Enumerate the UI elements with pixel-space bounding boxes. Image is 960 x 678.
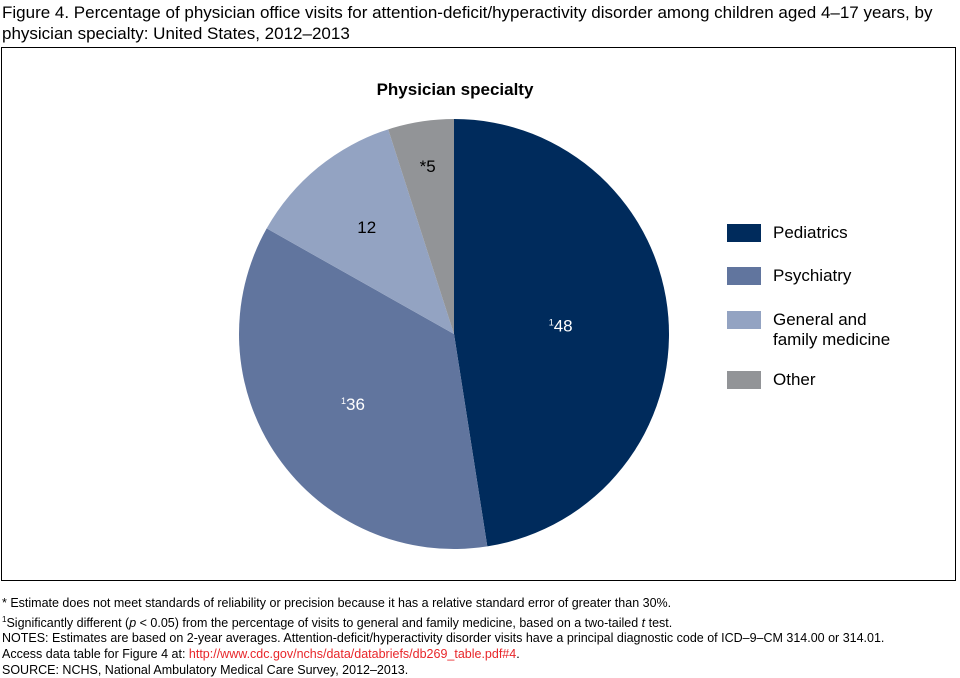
footnote-text: < 0.05) from the percentage of visits to… xyxy=(136,615,642,630)
footnote-notes: NOTES: Estimates are based on 2-year ave… xyxy=(2,631,885,646)
footnote-text: Significantly different ( xyxy=(6,615,130,630)
legend-label: Psychiatry xyxy=(773,266,852,285)
legend-swatch-general xyxy=(727,311,761,329)
legend-swatch-other xyxy=(727,371,761,389)
footnote-p: p xyxy=(129,615,137,630)
chart-title: Physician specialty xyxy=(376,80,534,99)
legend-item-other: Other xyxy=(727,370,913,390)
legend-swatch-psychiatry xyxy=(727,267,761,285)
data-table-link[interactable]: http://www.cdc.gov/nchs/data/databriefs/… xyxy=(188,646,517,661)
footnote-estimate: * Estimate does not meet standards of re… xyxy=(2,596,672,610)
chart-frame xyxy=(1,47,956,581)
legend-item-psychiatry: Psychiatry xyxy=(727,266,913,286)
legend-label: Pediatrics xyxy=(773,223,848,242)
pie-slice-pediatrics xyxy=(454,119,669,547)
footnote-marker: 1 xyxy=(2,614,7,624)
legend-label: General and family medicine xyxy=(773,310,891,349)
footnote-access: Access data table for Figure 4 at: http:… xyxy=(2,647,958,663)
pie-slice-psychiatry xyxy=(238,228,488,549)
pie-label-psychiatry: 136 xyxy=(341,395,365,414)
footnote-source: SOURCE: NCHS, National Ambulatory Medica… xyxy=(2,662,409,677)
pie-slice-general-and-family-medicine xyxy=(266,129,454,334)
pie-slice-other xyxy=(388,119,454,334)
footnotes: * Estimate does not meet standards of re… xyxy=(2,596,958,678)
pie-label-other: *5 xyxy=(420,157,436,176)
footnote-text: test. xyxy=(645,615,673,630)
legend-swatch-pediatrics xyxy=(727,224,761,242)
footnote-t: t xyxy=(641,615,646,630)
access-text: Access data table for Figure 4 at: xyxy=(2,646,189,661)
legend-item-general: General and family medicine xyxy=(727,310,913,350)
pie-label-general-and-family-medicine: 12 xyxy=(357,218,376,237)
footnote-significance: 1Significantly different (p < 0.05) from… xyxy=(2,612,958,632)
pie-label-pediatrics: 148 xyxy=(549,317,573,336)
legend-item-pediatrics: Pediatrics xyxy=(727,223,913,243)
access-end: . xyxy=(516,646,520,661)
figure-title: Figure 4. Percentage of physician office… xyxy=(2,3,933,43)
legend-label: Other xyxy=(773,370,816,389)
